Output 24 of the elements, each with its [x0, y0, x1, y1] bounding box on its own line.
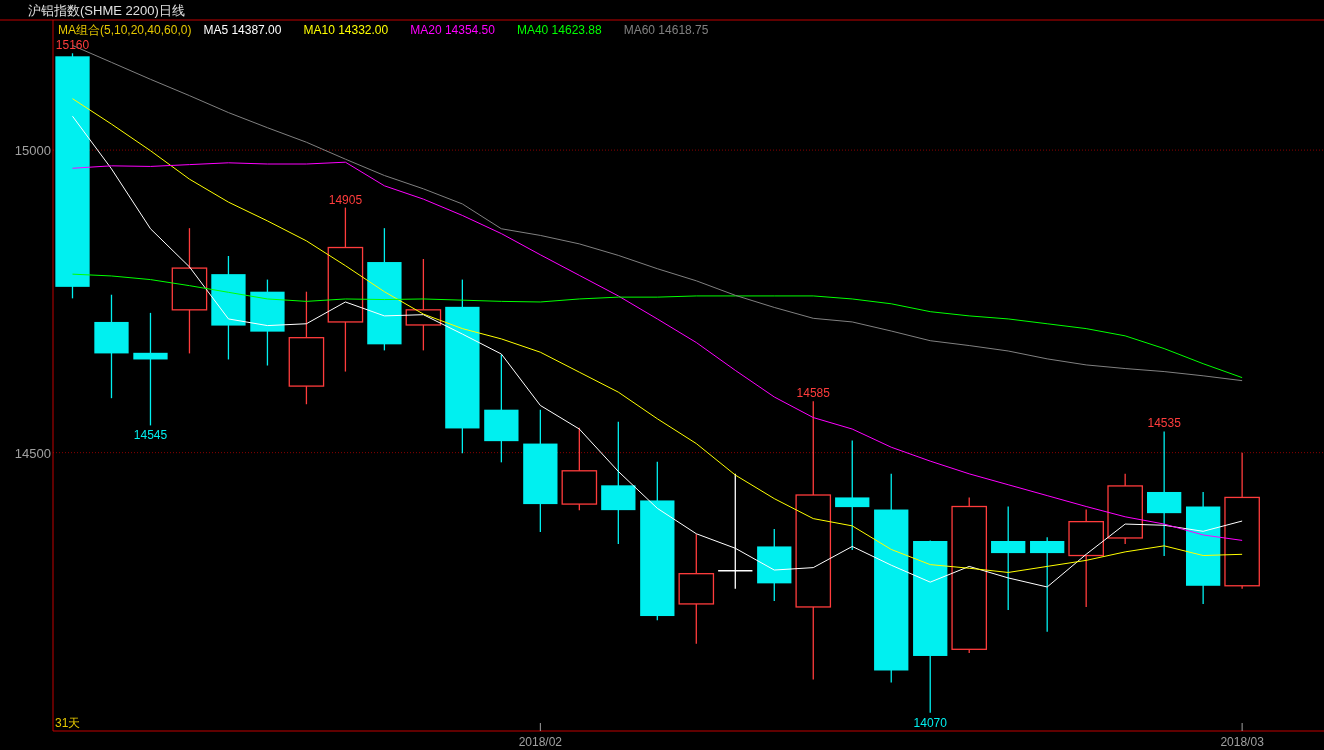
text: MA10 14332.00 [303, 23, 389, 37]
annotation: 14905 [328, 192, 363, 207]
candlestick [1030, 536, 1065, 633]
annotation: 14545 [133, 428, 168, 443]
legend-title: MA组合(5,10,20,40,60,0) [58, 23, 192, 37]
annotation: 31天 [55, 716, 81, 730]
candlestick [133, 312, 168, 427]
line-series [71, 161, 1243, 541]
annotation: 14070 [913, 715, 948, 730]
text: MA20 14354.50 [410, 23, 496, 37]
annotation: 14535 [1147, 416, 1182, 431]
x-tick-label: 2018/03 [1220, 735, 1265, 749]
line-series [71, 273, 1243, 379]
annotation: 15160 [55, 38, 90, 53]
text: MA60 14618.75 [623, 23, 709, 37]
y-tick-label: 14500 [14, 445, 51, 461]
text: MA5 14387.00 [203, 23, 282, 37]
x-tick-label: 2018/02 [518, 735, 563, 749]
text: MA40 14623.88 [516, 23, 602, 37]
chart-title: 沪铝指数(SHME 2200)日线 [28, 3, 185, 18]
annotation: 14585 [796, 386, 831, 401]
y-tick-label: 15000 [14, 143, 51, 159]
candlestick [991, 505, 1026, 611]
candlestick [835, 439, 870, 551]
